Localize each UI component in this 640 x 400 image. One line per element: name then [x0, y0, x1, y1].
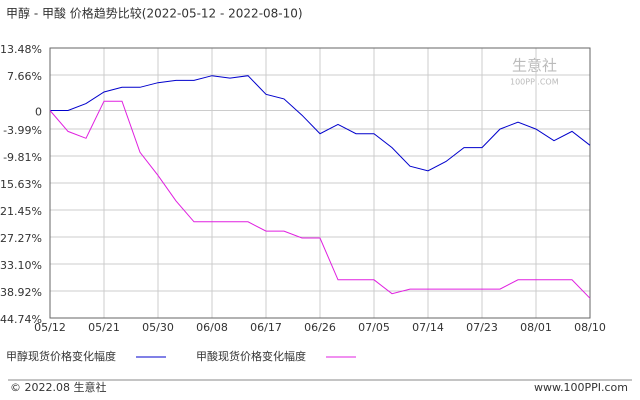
plot-frame	[49, 47, 591, 319]
y-tick-label: 7.66%	[7, 70, 42, 83]
legend-label: 甲醇现货价格变化幅度	[6, 349, 116, 363]
x-tick-label: 05/30	[142, 321, 174, 334]
x-tick-label: 05/12	[34, 321, 66, 334]
x-tick-label: 06/08	[196, 321, 228, 334]
x-tick-label: 05/21	[88, 321, 120, 334]
y-tick-label: -27.27%	[0, 232, 42, 245]
y-tick-label: -33.10%	[0, 259, 42, 272]
series-line	[50, 75, 591, 172]
legend-label: 甲酸现货价格变化幅度	[196, 349, 306, 363]
x-tick-label: 08/10	[574, 321, 606, 334]
x-tick-label: 06/26	[304, 321, 336, 334]
y-tick-label: -38.92%	[0, 286, 42, 299]
watermark: 生意社	[512, 57, 557, 75]
x-tick-label: 08/01	[520, 321, 552, 334]
chart-title: 甲醇 - 甲酸 价格趋势比较(2022-05-12 - 2022-08-10)	[6, 6, 303, 21]
footer-left: © 2022.08 生意社	[10, 380, 106, 394]
y-tick-label: 13.48%	[0, 43, 42, 56]
x-tick-label: 06/17	[250, 321, 282, 334]
x-tick-label: 07/05	[358, 321, 390, 334]
y-tick-label: -3.99%	[3, 124, 42, 137]
series-line	[49, 100, 591, 299]
y-tick-label: -44.74%	[0, 313, 42, 326]
y-tick-label: 0	[35, 106, 42, 119]
y-tick-label: -15.63%	[0, 178, 42, 191]
x-tick-label: 07/23	[466, 321, 498, 334]
footer-right: www.100PPI.com	[534, 381, 628, 394]
y-tick-label: -9.81%	[3, 151, 42, 164]
y-tick-label: -21.45%	[0, 205, 42, 218]
watermark-sub: 100PPI.COM	[510, 78, 559, 87]
x-tick-label: 07/14	[412, 321, 444, 334]
